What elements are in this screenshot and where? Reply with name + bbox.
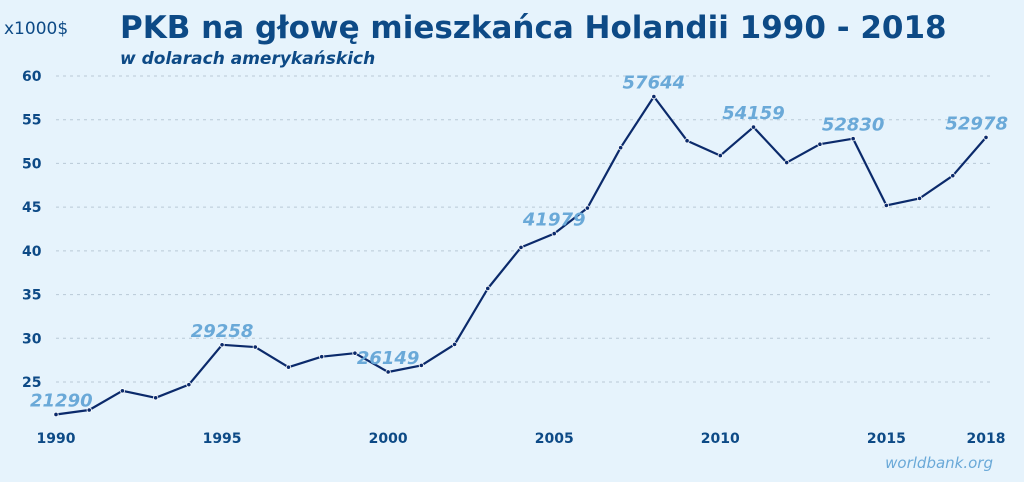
y-tick-label: 25 <box>22 375 41 391</box>
data-point-2010 <box>717 152 723 159</box>
data-points <box>53 93 989 418</box>
data-point-1999 <box>352 350 358 356</box>
chart-title: PKB na głowę mieszkańca Holandii 1990 - … <box>120 10 947 46</box>
data-label-1995: 29258 <box>191 321 254 342</box>
data-label-2000: 26149 <box>357 348 420 369</box>
data-label-2018: 52978 <box>945 113 1008 134</box>
data-point-2009 <box>684 138 690 144</box>
y-tick-label: 40 <box>22 244 42 260</box>
data-point-1995 <box>219 342 225 348</box>
data-point-2002 <box>451 341 458 348</box>
data-label-2011: 54159 <box>722 103 785 124</box>
data-point-2006 <box>584 205 591 211</box>
data-point-1992 <box>119 388 126 394</box>
series-gdp-per-capita <box>55 95 987 416</box>
data-label-1990: 21290 <box>30 390 93 411</box>
data-point-1994 <box>186 382 192 388</box>
data-point-2005 <box>551 230 557 237</box>
data-point-2008 <box>651 93 657 100</box>
y-tick-label: 50 <box>22 156 42 172</box>
x-tick-label: 2000 <box>369 431 408 447</box>
data-point-1997 <box>285 364 292 370</box>
x-axis-ticks: 1990 1995 2000 2005 2010 2015 2018 <box>37 431 1006 447</box>
x-tick-label: 2015 <box>867 431 906 447</box>
data-point-2001 <box>418 362 424 369</box>
data-point-1996 <box>252 344 258 350</box>
y-tick-label: 45 <box>22 200 41 216</box>
data-point-2015 <box>883 202 889 209</box>
data-point-2012 <box>784 159 790 166</box>
data-point-2000 <box>385 369 391 375</box>
data-point-2004 <box>518 244 524 250</box>
data-point-1998 <box>319 354 325 360</box>
grid-lines <box>56 75 990 383</box>
series-line <box>55 95 987 416</box>
data-point-1993 <box>153 395 159 401</box>
data-point-2017 <box>950 173 956 179</box>
data-point-2016 <box>916 195 923 202</box>
data-label-2005: 41979 <box>522 210 586 231</box>
data-point-1991 <box>86 407 92 413</box>
y-tick-label: 60 <box>22 69 42 85</box>
data-point-2013 <box>817 141 823 147</box>
data-label-2008: 57644 <box>623 73 686 94</box>
data-point-2007 <box>618 145 624 151</box>
x-tick-label: 1995 <box>203 431 242 447</box>
x-tick-label: 2005 <box>535 431 574 447</box>
x-tick-label: 2010 <box>701 431 740 447</box>
data-label-2014: 52830 <box>822 115 885 136</box>
x-tick-label: 2018 <box>967 431 1006 447</box>
data-point-2011 <box>750 124 757 130</box>
y-tick-label: 30 <box>22 331 42 347</box>
chart-subtitle: w dolarach amerykańskich <box>120 49 375 69</box>
data-point-2003 <box>485 285 491 292</box>
y-axis-ticks: 25 30 35 40 45 50 55 60 <box>22 69 42 391</box>
data-labels: 21290 29258 26149 41979 57644 54159 52830 52978 <box>30 73 1008 412</box>
data-point-2014 <box>850 136 856 142</box>
data-point-1990 <box>53 411 59 418</box>
data-point-2018 <box>983 134 989 140</box>
x-tick-label: 1990 <box>37 431 76 447</box>
source-label: worldbank.org <box>885 454 993 472</box>
y-tick-label: 35 <box>22 288 41 304</box>
y-tick-label: 55 <box>22 113 41 129</box>
y-unit-label: x1000$ <box>4 19 68 39</box>
